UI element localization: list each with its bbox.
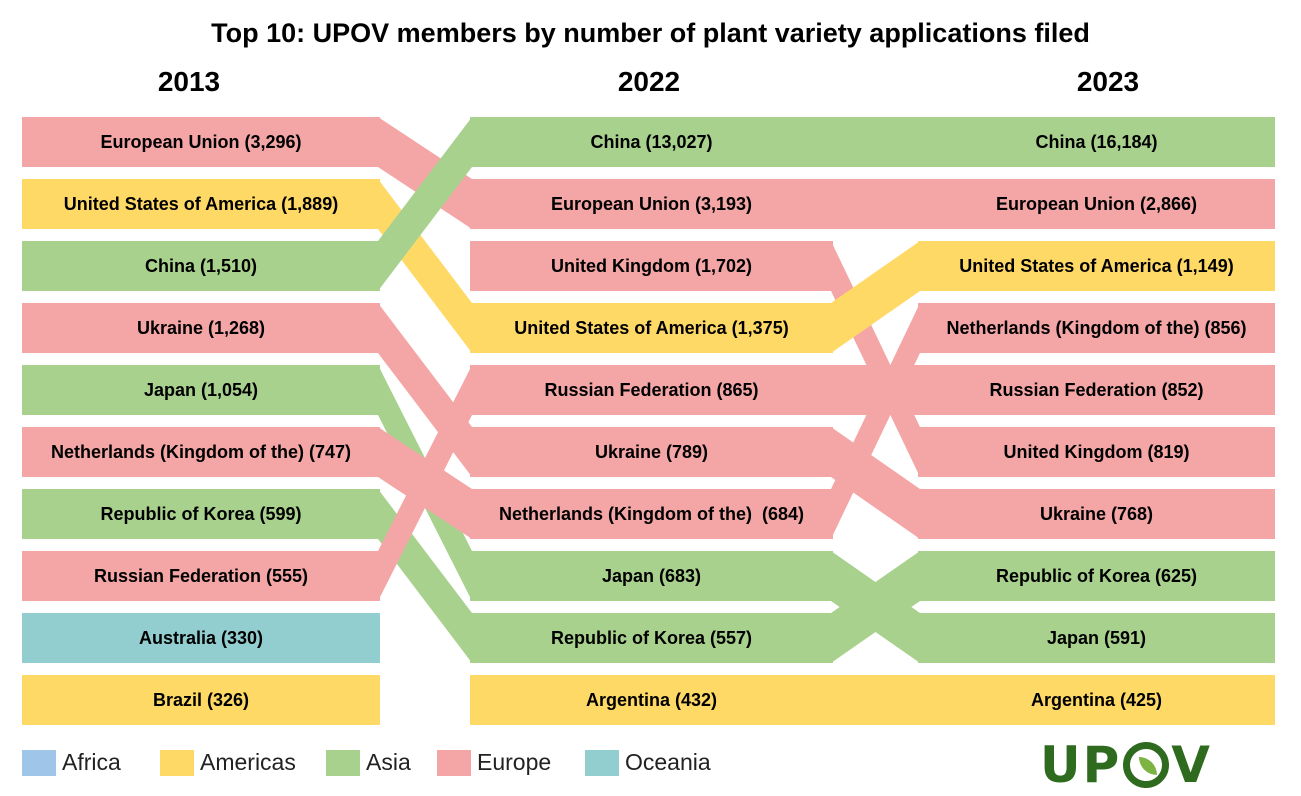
bar-2023-netherlands bbox=[918, 303, 1275, 353]
bar-label-2013-european-union: European Union (3,296) bbox=[100, 132, 301, 152]
bar-label-2023-netherlands: Netherlands (Kingdom of the) (856) bbox=[946, 318, 1246, 338]
bar-label-2013-united-states-of-america: United States of America (1,889) bbox=[64, 194, 338, 214]
bar-label-2013-republic-of-korea: Republic of Korea (599) bbox=[100, 504, 301, 524]
year-heading-2013: 2013 bbox=[157, 66, 221, 97]
bar-label-2013-japan: Japan (1,054) bbox=[144, 380, 258, 400]
bar-label-2022-ukraine: Ukraine (789) bbox=[595, 442, 708, 462]
bar-label-2013-china: China (1,510) bbox=[145, 256, 257, 276]
upov-logo: UP V bbox=[1040, 736, 1212, 794]
year-heading-2023: 2023 bbox=[1076, 66, 1140, 97]
bar-2013-australia bbox=[22, 613, 380, 663]
bar-label-2022-russian-federation: Russian Federation (865) bbox=[544, 380, 758, 400]
bar-label-2022-argentina: Argentina (432) bbox=[586, 690, 717, 710]
legend-swatch-africa bbox=[22, 750, 56, 776]
legend-swatch-oceania bbox=[585, 750, 619, 776]
bar-2022-united-kingdom bbox=[470, 241, 833, 291]
bar-label-2022-netherlands: Netherlands (Kingdom of the) (684) bbox=[499, 504, 804, 524]
bar-label-2023-united-states-of-america: United States of America (1,149) bbox=[959, 256, 1233, 276]
connector-republic-of-korea-2022-2023 bbox=[831, 551, 920, 663]
bar-label-2013-australia: Australia (330) bbox=[139, 628, 263, 648]
legend-label-asia: Asia bbox=[366, 749, 411, 775]
bar-2023-ukraine bbox=[918, 489, 1275, 539]
legend-label-africa: Africa bbox=[62, 749, 121, 775]
bump-chart: European Union (3,296) United States of A… bbox=[22, 117, 1275, 725]
bar-2013-russian-federation bbox=[22, 551, 380, 601]
bar-2022-netherlands bbox=[470, 489, 833, 539]
bar-2013-ukraine bbox=[22, 303, 380, 353]
bar-2022-united-states-of-america bbox=[470, 303, 833, 353]
bar-label-2023-china: China (16,184) bbox=[1035, 132, 1157, 152]
bar-label-2023-japan: Japan (591) bbox=[1047, 628, 1146, 648]
bar-2023-republic-of-korea bbox=[918, 551, 1275, 601]
bar-label-2013-ukraine: Ukraine (1,268) bbox=[137, 318, 265, 338]
bar-label-2023-ukraine: Ukraine (768) bbox=[1040, 504, 1153, 524]
bar-2023-european-union bbox=[918, 179, 1275, 229]
bar-2022-china bbox=[470, 117, 833, 167]
bar-2022-republic-of-korea bbox=[470, 613, 833, 663]
bar-label-2022-united-states-of-america: United States of America (1,375) bbox=[514, 318, 788, 338]
bar-label-2023-republic-of-korea: Republic of Korea (625) bbox=[996, 566, 1197, 586]
bar-label-2022-republic-of-korea: Republic of Korea (557) bbox=[551, 628, 752, 648]
connector-argentina-2022-2023 bbox=[831, 675, 920, 725]
legend-swatch-asia bbox=[326, 750, 360, 776]
legend-swatch-europe bbox=[437, 750, 471, 776]
bar-2022-argentina bbox=[470, 675, 833, 725]
bar-2013-china bbox=[22, 241, 380, 291]
bar-2023-united-kingdom bbox=[918, 427, 1275, 477]
bar-label-2013-brazil: Brazil (326) bbox=[153, 690, 249, 710]
bar-label-2023-argentina: Argentina (425) bbox=[1031, 690, 1162, 710]
legend-label-americas: Americas bbox=[200, 749, 296, 775]
bar-2022-russian-federation bbox=[470, 365, 833, 415]
bar-2013-united-states-of-america bbox=[22, 179, 380, 229]
legend-label-europe: Europe bbox=[477, 749, 552, 775]
bar-2023-russian-federation bbox=[918, 365, 1275, 415]
bar-2023-china bbox=[918, 117, 1275, 167]
bar-2022-european-union bbox=[470, 179, 833, 229]
bar-label-2022-japan: Japan (683) bbox=[602, 566, 701, 586]
bar-label-2022-european-union: European Union (3,193) bbox=[551, 194, 752, 214]
bar-2023-argentina bbox=[918, 675, 1275, 725]
bar-label-2023-russian-federation: Russian Federation (852) bbox=[989, 380, 1203, 400]
bar-2013-japan bbox=[22, 365, 380, 415]
bar-2022-japan bbox=[470, 551, 833, 601]
connector-china-2013-2022 bbox=[378, 117, 472, 291]
connector-russian-federation-2013-2022 bbox=[378, 365, 472, 601]
bar-label-2022-united-kingdom: United Kingdom (1,702) bbox=[551, 256, 752, 276]
bar-label-2022-china: China (13,027) bbox=[590, 132, 712, 152]
bar-2023-united-states-of-america bbox=[918, 241, 1275, 291]
chart-title: Top 10: UPOV members by number of plant … bbox=[211, 18, 1090, 48]
bar-2013-brazil bbox=[22, 675, 380, 725]
connector-netherlands-2022-2023 bbox=[831, 303, 920, 539]
year-heading-2022: 2022 bbox=[617, 66, 681, 97]
legend-swatch-americas bbox=[160, 750, 194, 776]
bar-label-2023-european-union: European Union (2,866) bbox=[996, 194, 1197, 214]
connector-united-states-of-america-2022-2023 bbox=[831, 241, 920, 353]
bar-2013-netherlands bbox=[22, 427, 380, 477]
bar-label-2023-united-kingdom: United Kingdom (819) bbox=[1003, 442, 1189, 462]
bar-label-2013-russian-federation: Russian Federation (555) bbox=[94, 566, 308, 586]
connector-european-union-2013-2022 bbox=[378, 117, 472, 229]
legend-label-oceania: Oceania bbox=[625, 749, 711, 775]
leaf-icon bbox=[1123, 742, 1170, 788]
connector-china-2022-2023 bbox=[831, 117, 920, 167]
bar-2013-european-union bbox=[22, 117, 380, 167]
bar-2022-ukraine bbox=[470, 427, 833, 477]
bar-2023-japan bbox=[918, 613, 1275, 663]
connector-european-union-2022-2023 bbox=[831, 179, 920, 229]
bar-2013-republic-of-korea bbox=[22, 489, 380, 539]
bar-label-2013-netherlands: Netherlands (Kingdom of the) (747) bbox=[51, 442, 351, 462]
